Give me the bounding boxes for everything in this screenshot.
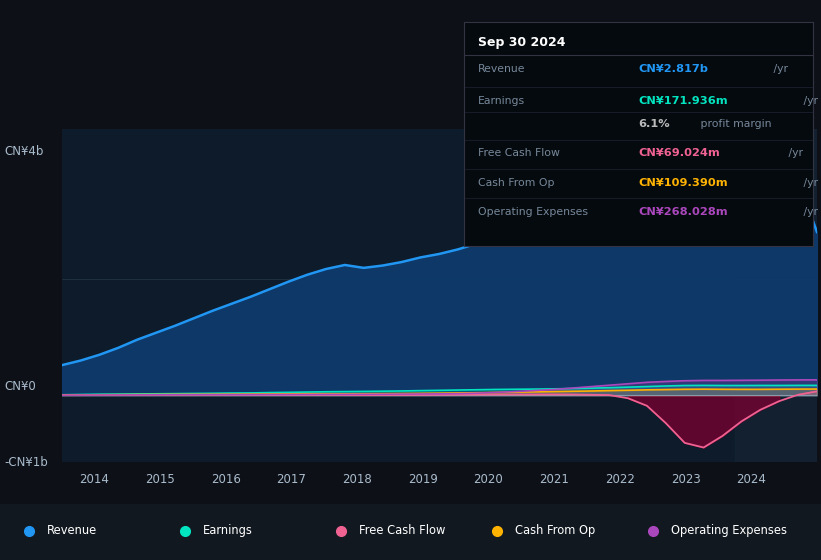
Text: /yr: /yr <box>800 178 818 188</box>
Text: 2019: 2019 <box>408 473 438 486</box>
Text: CN¥109.390m: CN¥109.390m <box>639 178 728 188</box>
Text: 2016: 2016 <box>211 473 241 486</box>
Text: /yr: /yr <box>785 148 803 158</box>
Text: Earnings: Earnings <box>203 524 253 538</box>
Text: Operating Expenses: Operating Expenses <box>478 207 588 217</box>
Text: -CN¥1b: -CN¥1b <box>4 456 48 469</box>
Text: 2022: 2022 <box>605 473 635 486</box>
Text: 2021: 2021 <box>539 473 569 486</box>
Text: 2018: 2018 <box>342 473 372 486</box>
Text: 2024: 2024 <box>736 473 766 486</box>
Text: CN¥69.024m: CN¥69.024m <box>639 148 720 158</box>
Text: Operating Expenses: Operating Expenses <box>671 524 787 538</box>
Text: Free Cash Flow: Free Cash Flow <box>478 148 560 158</box>
Text: Earnings: Earnings <box>478 96 525 106</box>
Text: /yr: /yr <box>800 207 818 217</box>
Text: /yr: /yr <box>800 96 818 106</box>
Text: profit margin: profit margin <box>697 119 772 129</box>
Text: CN¥268.028m: CN¥268.028m <box>639 207 728 217</box>
Text: 2020: 2020 <box>474 473 503 486</box>
Text: 6.1%: 6.1% <box>639 119 670 129</box>
Text: 2017: 2017 <box>277 473 306 486</box>
Text: CN¥0: CN¥0 <box>4 380 36 393</box>
Text: Free Cash Flow: Free Cash Flow <box>359 524 445 538</box>
Text: 2014: 2014 <box>80 473 109 486</box>
Text: Revenue: Revenue <box>478 64 525 74</box>
Text: Cash From Op: Cash From Op <box>478 178 554 188</box>
Text: CN¥2.817b: CN¥2.817b <box>639 64 709 74</box>
Text: CN¥4b: CN¥4b <box>4 145 44 158</box>
Text: /yr: /yr <box>770 64 788 74</box>
Text: CN¥171.936m: CN¥171.936m <box>639 96 728 106</box>
Text: Cash From Op: Cash From Op <box>515 524 595 538</box>
Text: 2023: 2023 <box>671 473 700 486</box>
Text: 2015: 2015 <box>145 473 175 486</box>
Text: Revenue: Revenue <box>47 524 97 538</box>
Bar <box>735 129 817 462</box>
Text: Sep 30 2024: Sep 30 2024 <box>478 36 566 49</box>
